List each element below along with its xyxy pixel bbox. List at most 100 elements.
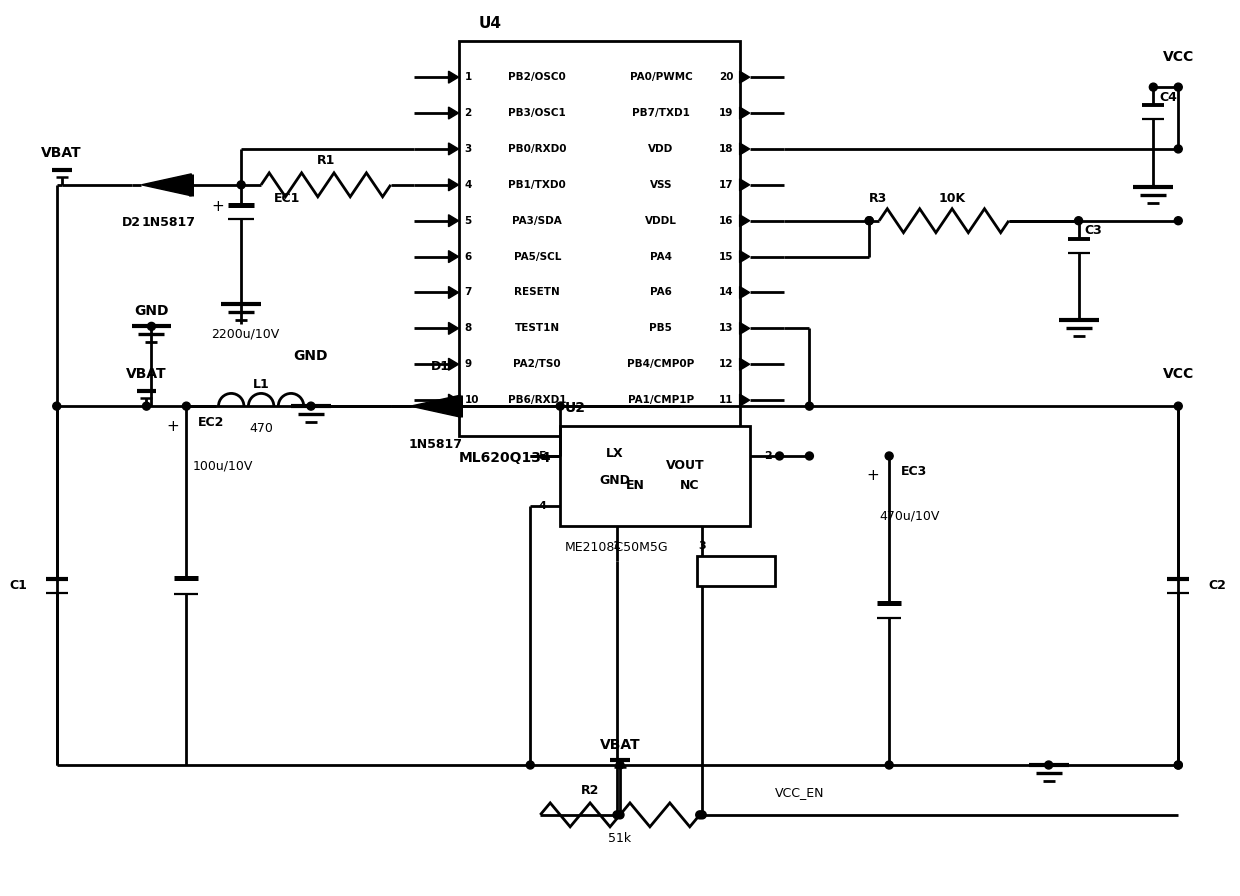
Circle shape xyxy=(698,811,707,819)
Text: TEST1N: TEST1N xyxy=(515,323,559,333)
Text: 470: 470 xyxy=(249,421,273,435)
Circle shape xyxy=(613,811,621,819)
Polygon shape xyxy=(739,394,750,406)
Text: VCC_EN: VCC_EN xyxy=(775,787,825,799)
Text: 17: 17 xyxy=(719,180,734,190)
Polygon shape xyxy=(449,143,459,155)
Polygon shape xyxy=(739,71,750,83)
Text: +: + xyxy=(166,418,179,434)
Text: VBAT: VBAT xyxy=(41,146,82,159)
Text: EC1: EC1 xyxy=(274,193,300,205)
Polygon shape xyxy=(739,287,750,298)
Text: 11: 11 xyxy=(719,395,734,405)
Text: PB1/TXD0: PB1/TXD0 xyxy=(508,180,567,190)
Text: GND: GND xyxy=(294,349,329,363)
Text: PB5: PB5 xyxy=(650,323,672,333)
Text: 2200u/10V: 2200u/10V xyxy=(211,328,279,340)
Circle shape xyxy=(806,452,813,460)
Text: PB6/RXD1: PB6/RXD1 xyxy=(508,395,567,405)
Text: PB3/OSC1: PB3/OSC1 xyxy=(508,108,567,118)
Text: 3: 3 xyxy=(465,144,471,154)
Text: 3: 3 xyxy=(698,540,706,551)
Text: U2: U2 xyxy=(565,401,587,415)
Text: VSS: VSS xyxy=(650,180,672,190)
Text: GND: GND xyxy=(600,474,630,487)
Text: 7: 7 xyxy=(465,288,472,297)
Circle shape xyxy=(696,811,704,819)
Text: LX: LX xyxy=(606,447,624,461)
Text: 18: 18 xyxy=(719,144,734,154)
Polygon shape xyxy=(739,215,750,227)
Polygon shape xyxy=(449,71,459,83)
Polygon shape xyxy=(141,174,191,196)
Circle shape xyxy=(143,402,150,410)
Circle shape xyxy=(1174,761,1182,769)
Text: 6: 6 xyxy=(465,252,471,262)
Text: VCC: VCC xyxy=(1163,367,1194,381)
Text: EC2: EC2 xyxy=(198,416,224,428)
Text: +: + xyxy=(867,469,879,484)
Circle shape xyxy=(526,761,534,769)
Polygon shape xyxy=(449,323,459,334)
Text: GND: GND xyxy=(134,305,169,318)
Text: U4: U4 xyxy=(479,16,501,30)
Polygon shape xyxy=(739,107,750,119)
Polygon shape xyxy=(449,179,459,191)
Text: L1: L1 xyxy=(253,378,269,391)
Text: NC: NC xyxy=(680,479,699,493)
Circle shape xyxy=(237,181,246,189)
Text: +: + xyxy=(212,199,224,214)
Text: PA4: PA4 xyxy=(650,252,672,262)
Text: VOUT: VOUT xyxy=(666,460,704,472)
Bar xyxy=(459,41,739,436)
Polygon shape xyxy=(739,358,750,370)
Text: VCC: VCC xyxy=(1163,50,1194,65)
Circle shape xyxy=(1174,145,1182,153)
Text: 10K: 10K xyxy=(939,193,966,205)
Circle shape xyxy=(866,217,873,225)
Polygon shape xyxy=(449,287,459,298)
Circle shape xyxy=(806,402,813,410)
Text: 4: 4 xyxy=(465,180,472,190)
Polygon shape xyxy=(449,358,459,370)
Text: PA6: PA6 xyxy=(650,288,672,297)
Text: PB4/CMP0P: PB4/CMP0P xyxy=(627,359,694,369)
Polygon shape xyxy=(739,179,750,191)
Circle shape xyxy=(1174,761,1182,769)
Text: 2: 2 xyxy=(465,108,471,118)
Text: R2: R2 xyxy=(580,784,599,797)
Circle shape xyxy=(308,402,315,410)
Circle shape xyxy=(1174,402,1182,410)
Bar xyxy=(560,426,750,526)
Text: 470u/10V: 470u/10V xyxy=(879,509,940,522)
Text: 5: 5 xyxy=(538,451,546,461)
Text: C3: C3 xyxy=(1085,224,1102,237)
Polygon shape xyxy=(739,251,750,263)
Circle shape xyxy=(1149,83,1157,91)
Text: 19: 19 xyxy=(719,108,734,118)
Text: 1N5817: 1N5817 xyxy=(408,437,463,451)
Text: VDDL: VDDL xyxy=(645,216,677,226)
Text: 2: 2 xyxy=(764,451,771,461)
Text: VDD: VDD xyxy=(649,144,673,154)
Text: R1: R1 xyxy=(316,154,335,168)
Circle shape xyxy=(182,402,190,410)
Text: R3: R3 xyxy=(869,193,888,205)
Text: RESETN: RESETN xyxy=(515,288,560,297)
Text: D1: D1 xyxy=(432,360,450,373)
Text: 100u/10V: 100u/10V xyxy=(192,460,253,472)
Circle shape xyxy=(885,452,893,460)
Circle shape xyxy=(53,402,61,410)
Text: EN: EN xyxy=(625,479,645,493)
Text: 16: 16 xyxy=(719,216,734,226)
Text: PA3/SDA: PA3/SDA xyxy=(512,216,562,226)
Bar xyxy=(697,556,775,586)
Polygon shape xyxy=(449,107,459,119)
Text: 9: 9 xyxy=(465,359,471,369)
Text: PB7/TXD1: PB7/TXD1 xyxy=(632,108,689,118)
Text: 1N5817: 1N5817 xyxy=(141,216,196,229)
Text: PA2/TS0: PA2/TS0 xyxy=(513,359,560,369)
Circle shape xyxy=(1044,761,1053,769)
Text: PA0/PWMC: PA0/PWMC xyxy=(630,73,692,82)
Text: ME2108C50M5G: ME2108C50M5G xyxy=(565,541,668,555)
